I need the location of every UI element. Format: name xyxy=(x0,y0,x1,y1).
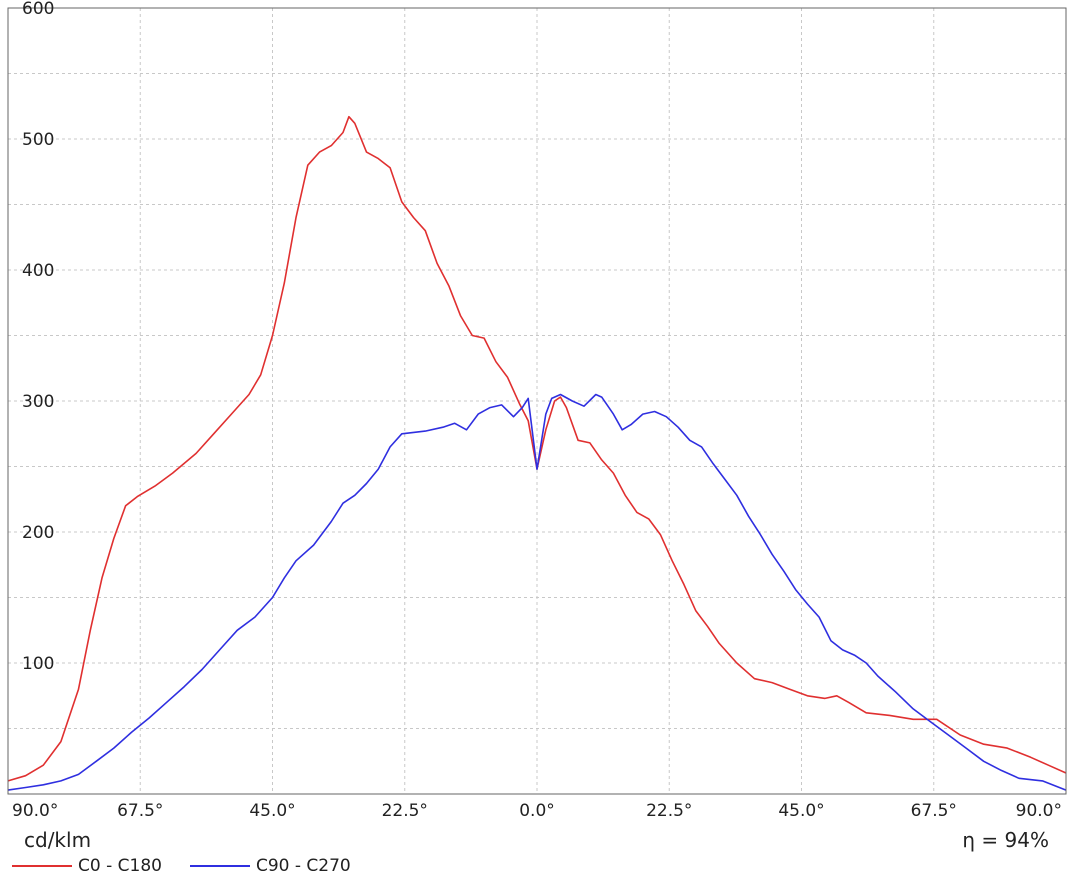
series-layer xyxy=(7,115,1067,791)
y-tick-labels: 100 200 300 400 500 600 xyxy=(22,0,54,674)
series-line-c0-c180 xyxy=(7,115,1067,782)
x-tick-labels: 90.0° 67.5° 45.0° 22.5° 0.0° 22.5° 45.0° 67.5° 9… xyxy=(12,801,1062,821)
legend-item-c0-c180: C0 - C180 xyxy=(12,856,162,876)
y-tick-label: 500 xyxy=(22,130,54,150)
y-tick-label: 600 xyxy=(22,0,54,19)
x-tick-label: 45.0° xyxy=(249,801,295,821)
legend: C0 - C180 C90 - C270 xyxy=(12,856,379,876)
x-tick-label: 90.0° xyxy=(1016,801,1062,821)
efficiency-label: η = 94% xyxy=(962,828,1049,852)
legend-label-c90-c270: C90 - C270 xyxy=(255,856,351,876)
legend-swatch-red xyxy=(12,865,72,867)
y-tick-label: 400 xyxy=(22,261,54,281)
x-tick-label: 0.0° xyxy=(519,801,555,821)
x-tick-label: 22.5° xyxy=(646,801,692,821)
x-tick-label: 45.0° xyxy=(778,801,824,821)
plot-frame xyxy=(7,7,1067,795)
legend-item-c90-c270: C90 - C270 xyxy=(189,856,351,876)
x-tick-label: 67.5° xyxy=(117,801,163,821)
legend-label-c0-c180: C0 - C180 xyxy=(78,856,162,876)
y-tick-label: 200 xyxy=(22,523,54,543)
y-tick-label: 300 xyxy=(22,392,54,412)
grid-lines xyxy=(7,7,1067,794)
x-tick-label: 67.5° xyxy=(911,801,957,821)
y-tick-label: 100 xyxy=(22,654,54,674)
x-tick-label: 90.0° xyxy=(12,801,58,821)
series-line-c90-c270 xyxy=(7,393,1067,791)
x-tick-label: 22.5° xyxy=(382,801,428,821)
unit-label: cd/klm xyxy=(24,828,92,852)
legend-swatch-blue xyxy=(189,865,250,867)
